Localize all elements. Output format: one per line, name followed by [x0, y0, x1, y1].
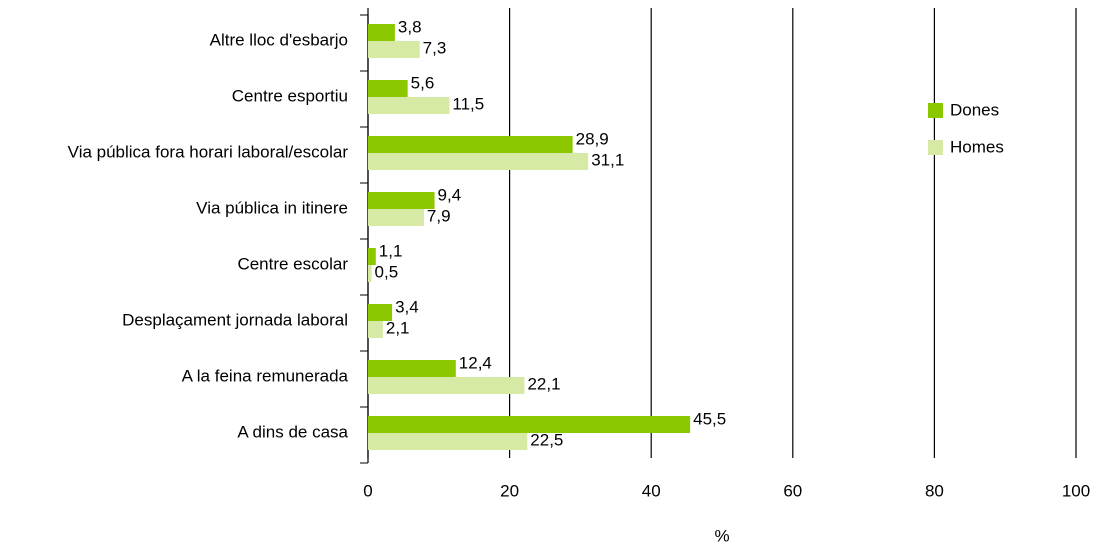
bar: [368, 304, 393, 321]
x-tick-label: 60: [783, 481, 802, 500]
bar: [368, 24, 395, 41]
value-label: 0,5: [375, 262, 399, 281]
value-label: 7,3: [423, 38, 447, 57]
legend-label: Dones: [950, 100, 999, 119]
legend-swatch: [928, 140, 943, 155]
bar: [368, 80, 408, 97]
bar: [368, 153, 589, 170]
y-tick-label: A la feina remunerada: [182, 366, 349, 385]
y-tick-label: Centre esportiu: [232, 86, 348, 105]
value-label: 7,9: [427, 206, 451, 225]
bar: [368, 377, 525, 394]
value-label: 11,5: [452, 94, 484, 113]
bar: [368, 97, 450, 114]
bar: [368, 416, 691, 433]
bar: [368, 136, 573, 153]
value-label: 45,5: [693, 409, 726, 428]
y-tick-label: Desplaçament jornada laboral: [122, 310, 348, 329]
x-tick-label: 100: [1062, 481, 1090, 500]
value-label: 3,8: [398, 17, 422, 36]
value-label: 28,9: [576, 129, 609, 148]
value-label: 22,1: [527, 374, 560, 393]
bar: [368, 265, 372, 282]
value-label: 2,1: [386, 318, 410, 337]
bar: [368, 41, 420, 58]
value-label: 1,1: [379, 241, 403, 260]
y-tick-label: Centre escolar: [237, 254, 348, 273]
bar: [368, 321, 383, 338]
legend-swatch: [928, 103, 943, 118]
x-tick-label: 0: [363, 481, 372, 500]
x-tick-label: 40: [642, 481, 661, 500]
value-label: 9,4: [438, 185, 462, 204]
bar: [368, 248, 376, 265]
x-tick-label: 80: [925, 481, 944, 500]
y-tick-label: Via pública in itinere: [196, 198, 348, 217]
value-label: 12,4: [459, 353, 492, 372]
y-tick-label: Via pública fora horari laboral/escolar: [68, 142, 349, 161]
x-axis-label: %: [714, 526, 729, 545]
value-label: 31,1: [591, 150, 624, 169]
value-label: 5,6: [411, 73, 435, 92]
y-tick-label: A dins de casa: [237, 422, 348, 441]
value-label: 3,4: [395, 297, 419, 316]
bar: [368, 360, 456, 377]
y-tick-label: Altre lloc d'esbarjo: [210, 30, 348, 49]
bar: [368, 433, 528, 450]
legend-label: Homes: [950, 137, 1004, 156]
bar: [368, 192, 435, 209]
x-tick-label: 20: [500, 481, 519, 500]
bar: [368, 209, 424, 226]
value-label: 22,5: [530, 430, 563, 449]
